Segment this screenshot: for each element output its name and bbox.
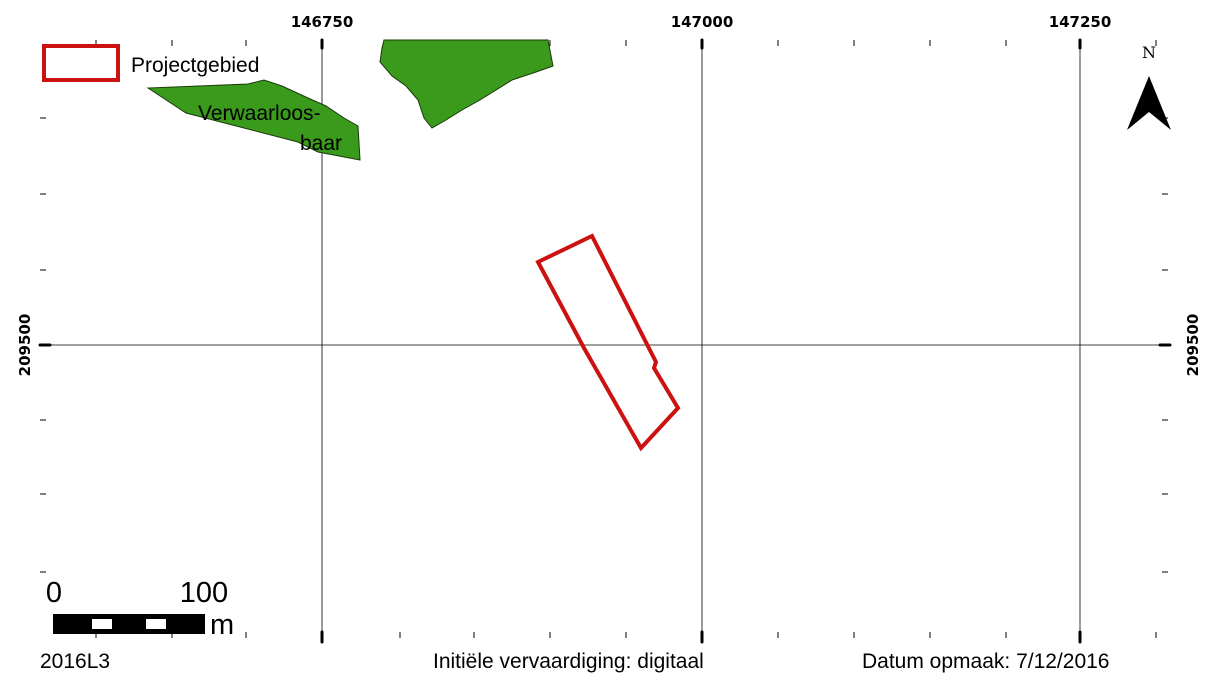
scale-start-label: 0 <box>46 577 62 609</box>
scale-bar: 0 100 m <box>46 577 234 641</box>
x-coord-label: 147250 <box>1049 13 1112 31</box>
vegetation-label-line-1: Verwaarloos- <box>198 102 321 125</box>
legend: Projectgebied <box>42 44 259 82</box>
north-arrow-icon <box>1127 76 1171 130</box>
frame-ticks <box>40 40 1168 638</box>
vegetation-label-line-2: baar <box>300 132 342 155</box>
scale-end-label: 100 <box>180 577 228 609</box>
date-note: Datum opmaak: 7/12/2016 <box>862 650 1110 673</box>
legend-label-project: Projectgebied <box>131 54 259 77</box>
scale-unit-label: m <box>210 609 234 641</box>
coordinate-grid <box>40 40 1168 640</box>
project-area-outline[interactable] <box>535 233 681 452</box>
legend-symbol-project <box>42 44 120 82</box>
x-coord-label: 146750 <box>291 13 354 31</box>
y-coord-label-left: 209500 <box>16 314 34 377</box>
x-coord-label: 147000 <box>671 13 734 31</box>
origin-note: Initiële vervaardiging: digitaal <box>433 650 704 673</box>
map-id: 2016L3 <box>40 650 110 673</box>
north-arrow: N <box>1127 43 1171 130</box>
y-coord-label-right: 209500 <box>1184 314 1202 377</box>
north-arrow-label: N <box>1142 43 1156 62</box>
vegetation-area-north[interactable] <box>379 39 554 129</box>
grid-end-caps <box>38 38 1172 644</box>
vegetation-area-verwaarloosbaar[interactable] <box>146 79 361 161</box>
